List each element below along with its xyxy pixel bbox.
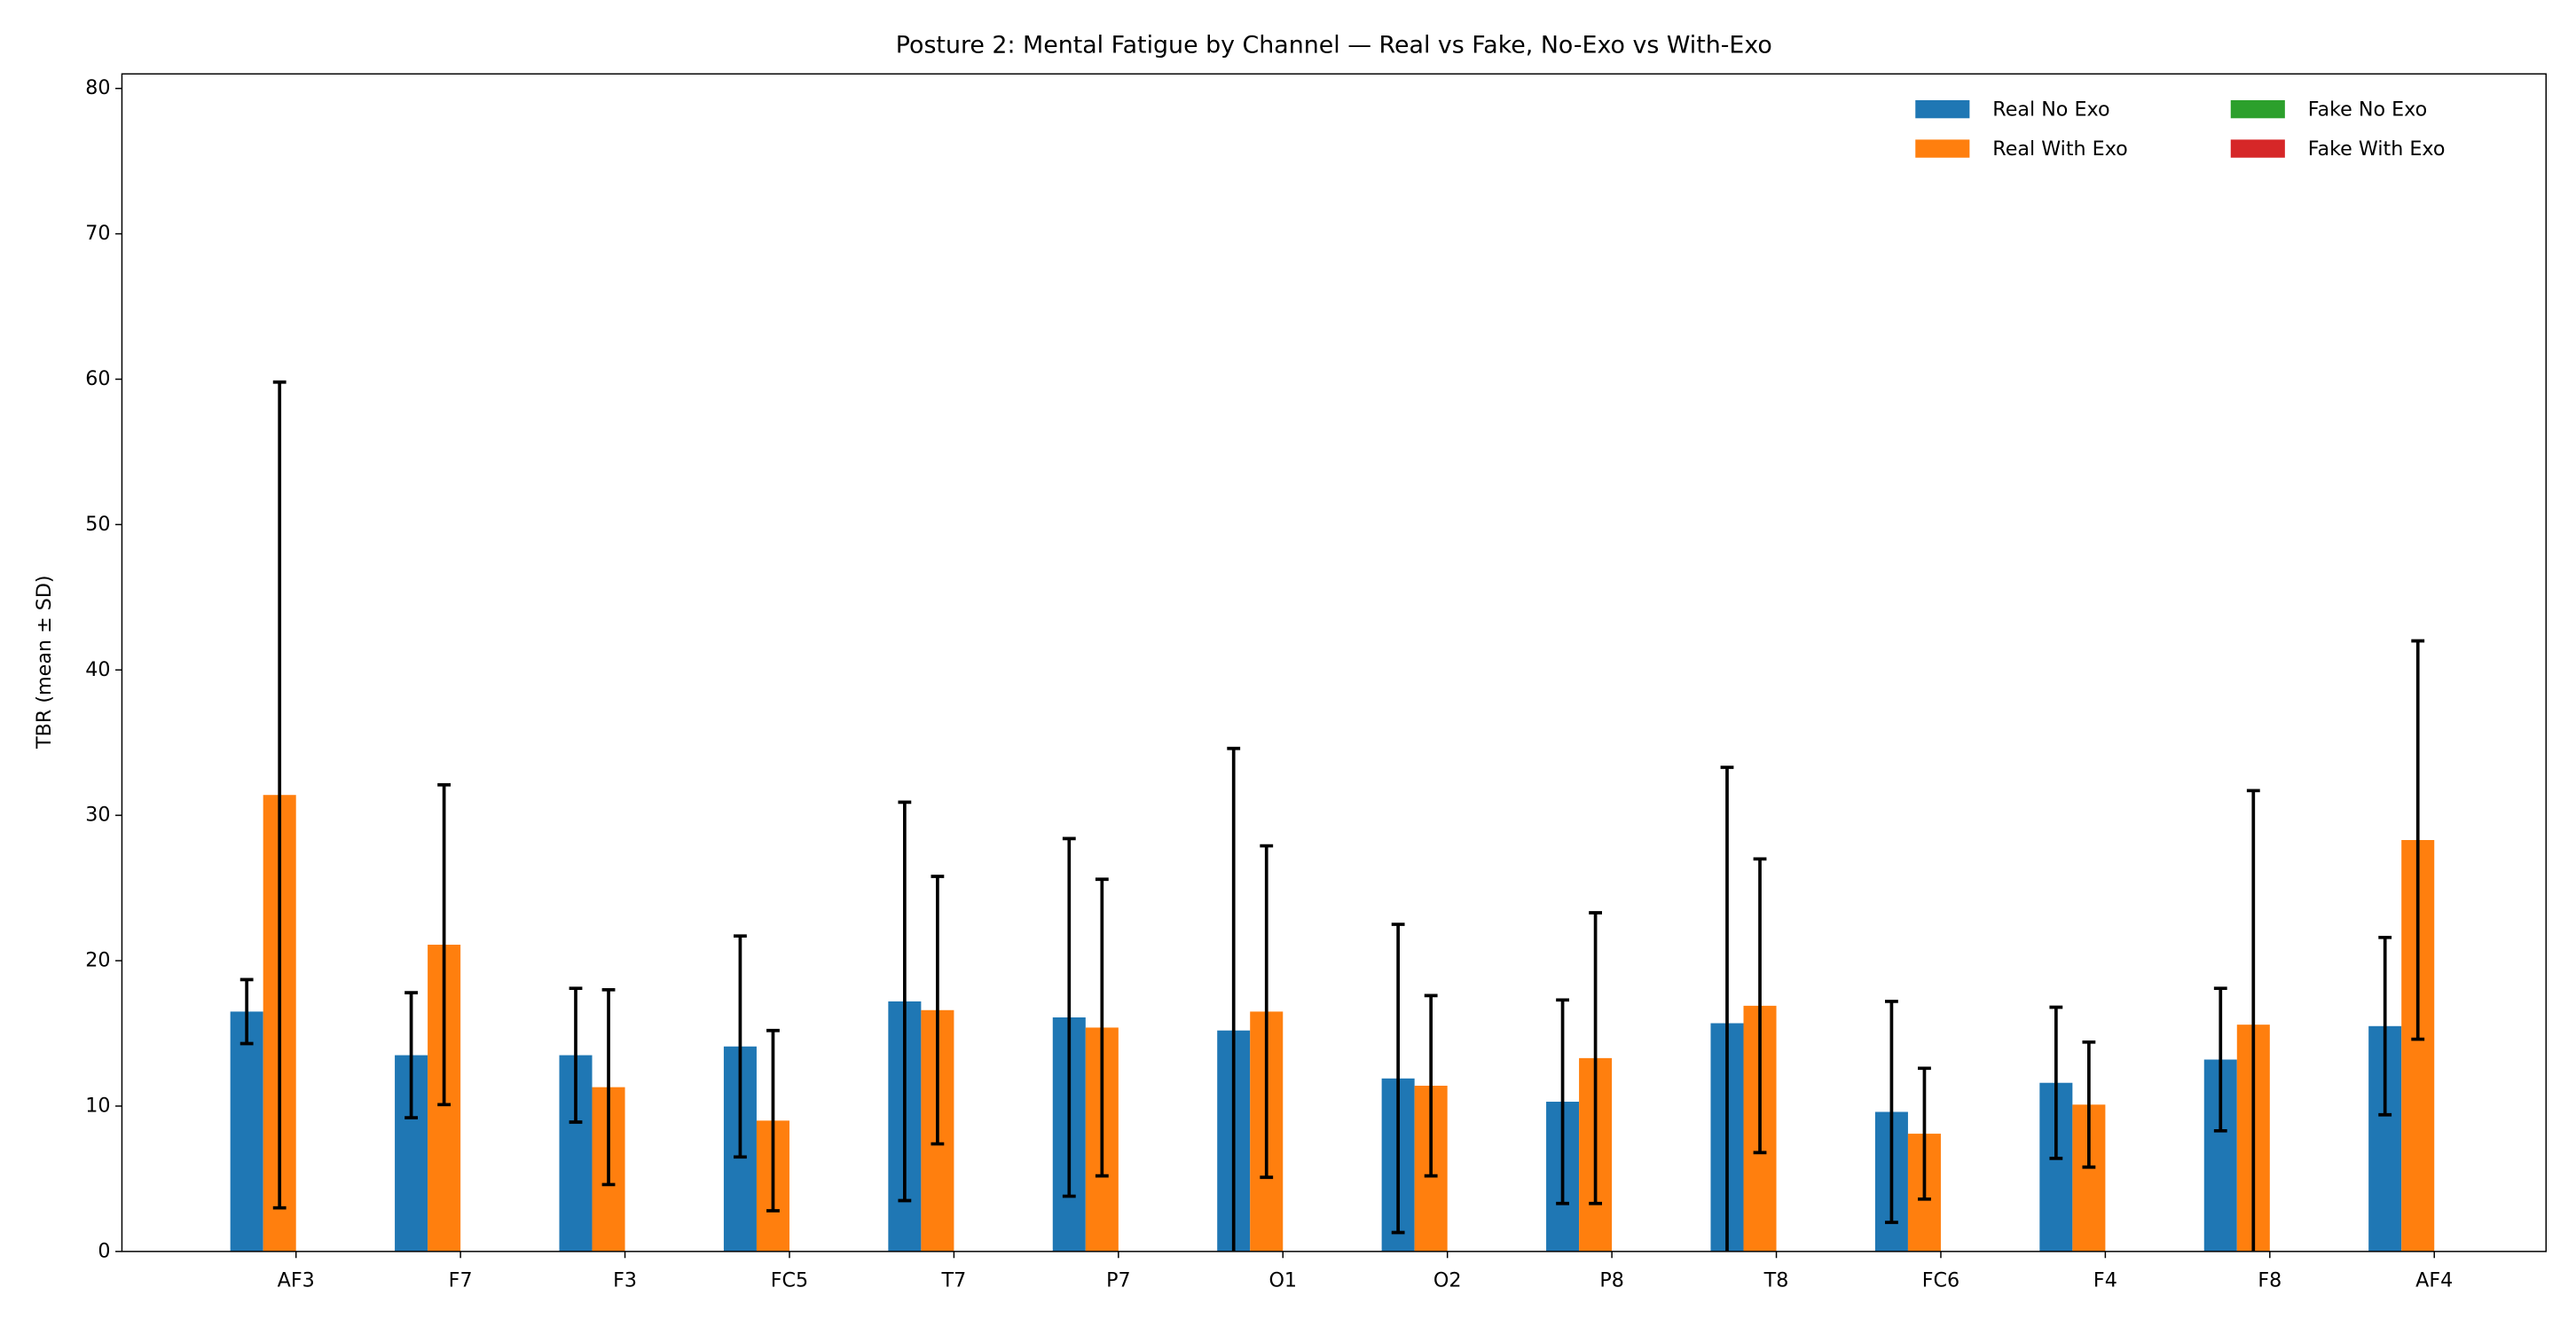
x-tick-label: P7 [1106,1269,1131,1292]
error-bar [1885,1000,1898,1224]
error-bar [734,934,747,1159]
y-axis-label: TBR (mean ± SD) [33,575,56,749]
x-tick-label: T8 [1763,1269,1789,1292]
legend-label: Fake No Exo [2308,98,2427,122]
error-bar [1918,1066,1931,1201]
error-bar [1720,766,1734,1252]
error-bar [1424,993,1438,1178]
legend-swatch [1915,139,1970,158]
legend-label: Real With Exo [1992,137,2127,161]
error-bar [2246,789,2260,1252]
x-tick-label: O2 [1433,1269,1462,1292]
x-tick-label: F4 [2093,1269,2117,1292]
y-tick-label: 10 [85,1094,110,1117]
bar [230,1011,263,1252]
error-bar [1391,923,1405,1235]
error-bar [1095,877,1109,1178]
error-bar [931,875,945,1146]
y-tick-label: 80 [85,76,110,99]
x-tick-label: F3 [613,1269,637,1292]
error-bar [1556,998,1569,1205]
error-bar [2213,986,2227,1133]
error-bar [2082,1040,2096,1169]
error-bar [1227,746,1241,1252]
legend-label: Fake With Exo [2308,137,2446,161]
x-tick-label: F7 [449,1269,473,1292]
error-bar [1062,836,1076,1198]
legend-swatch [1915,99,1970,119]
error-bar [2378,935,2392,1117]
x-tick-label: FC5 [771,1269,808,1292]
error-bar [1260,844,1274,1180]
error-bar [601,987,616,1187]
error-bar [2411,639,2425,1041]
error-bar [569,986,583,1124]
axes-frame [121,73,2547,1252]
x-tick-label: AF3 [278,1269,315,1292]
y-tick-label: 20 [85,949,110,972]
x-tick-label: F8 [2258,1269,2281,1292]
error-bar [404,991,418,1119]
x-tick-label: O1 [1268,1269,1297,1292]
x-tick-label: AF4 [2415,1269,2453,1292]
y-tick-label: 0 [98,1239,110,1262]
error-bar [898,800,912,1203]
error-bar [272,380,287,1210]
error-bar [2049,1005,2063,1160]
y-tick-label: 30 [85,804,110,827]
plot-area [230,380,2435,1252]
legend-label: Real No Exo [1992,98,2109,122]
error-bar [240,978,254,1046]
y-tick-label: 70 [85,222,110,245]
x-tick-label: P8 [1599,1269,1624,1292]
error-bar [1589,911,1603,1205]
error-bar [437,782,452,1107]
chart-title: Posture 2: Mental Fatigue by Channel — R… [896,31,1772,59]
y-tick-label: 60 [85,367,110,390]
error-bar [766,1028,780,1213]
legend-swatch [2230,99,2285,119]
legend-swatch [2230,139,2285,158]
x-tick-label: FC6 [1922,1269,1959,1292]
y-tick-label: 50 [85,513,110,536]
y-tick-label: 40 [85,658,110,681]
error-bar [1753,857,1767,1155]
x-tick-label: T7 [941,1269,967,1292]
